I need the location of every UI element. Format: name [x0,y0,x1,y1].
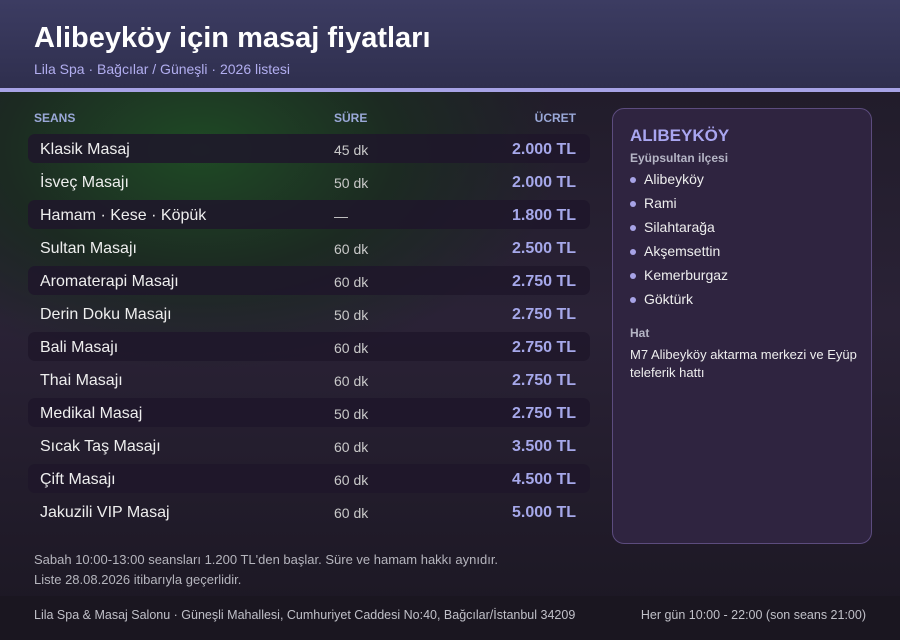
duration: 60 dk [334,274,369,290]
neighborhood: Rami [630,195,677,211]
service-name: Medikal Masaj [40,405,143,422]
duration: — [334,208,348,224]
note: Liste 28.08.2026 itibarıyla geçerlidir. [34,572,242,587]
neighborhood-name: Silahtarağa [644,219,715,235]
duration: 50 dk [334,406,369,422]
neighborhood-name: Akşemsettin [644,243,721,259]
service-name: Klasik Masaj [40,141,130,158]
title: Alibeyköy için masaj fiyatları [34,22,431,54]
panel-title: ALIBEYKÖY [630,126,730,145]
column-header: SÜRE [334,111,368,125]
price: 2.750 TL [511,273,576,290]
bullet [630,201,636,208]
price: 3.500 TL [511,438,576,455]
service-name: Sultan Masajı [40,240,137,257]
price: 2.750 TL [511,372,576,389]
price: 2.750 TL [511,306,576,323]
service-name: Sıcak Taş Masajı [40,438,161,455]
line-text: M7 Alibeyköy aktarma merkezi ve Eyüp tel… [630,347,857,380]
header-rule [0,88,900,92]
duration: 45 dk [334,142,369,158]
neighborhood: Alibeyköy [630,171,704,187]
price: 1.800 TL [511,207,576,224]
table-row: Medikal Masaj 50 dk 2.750 TL [28,398,590,427]
table-row: Sıcak Taş Masajı 60 dk 3.500 TL [28,431,590,460]
neighborhood: Akşemsettin [630,243,720,259]
table-row: Bali Masajı 60 dk 2.750 TL [28,332,590,361]
price: 2.000 TL [511,141,576,158]
duration: 60 dk [334,472,369,488]
address: Lila Spa & Masaj Salonu · Güneşli Mahall… [34,608,576,622]
bullet [630,273,636,280]
service-name: Çift Masajı [40,471,116,488]
bullet [630,297,636,304]
table-row: Derin Doku Masajı 50 dk 2.750 TL [28,299,590,328]
service-name: Bali Masajı [40,339,119,356]
neighborhood-name: Rami [644,195,677,211]
service-name: Derin Doku Masajı [40,306,172,323]
hours: Her gün 10:00 - 22:00 (son seans 21:00) [640,608,866,622]
bullet [630,225,636,232]
neighborhood: Silahtarağa [630,219,715,235]
price: 5.000 TL [511,504,576,521]
price: 2.750 TL [511,339,576,356]
price: 4.500 TL [511,471,576,488]
table-row: Jakuzili VIP Masaj 60 dk 5.000 TL [28,497,590,526]
bullet [630,177,636,184]
duration: 60 dk [334,241,369,257]
subtitle: Lila Spa · Bağcılar / Güneşli · 2026 lis… [34,61,291,77]
district-panel: ALIBEYKÖY Eyüpsultan ilçesi Alibeyköy Ram… [612,108,872,544]
price: 2.500 TL [511,240,576,257]
duration: 60 dk [334,373,369,389]
line-label: Hat [630,326,650,340]
service-name: Hamam · Kese · Köpük [40,207,207,224]
table-row: Thai Masajı 60 dk 2.750 TL [28,365,590,394]
table-row: Aromaterapi Masajı 60 dk 2.750 TL [28,266,590,295]
column-header: ÜCRET [534,111,576,125]
service-name: İsveç Masajı [40,174,129,191]
neighborhood-name: Kemerburgaz [644,267,729,283]
column-header: SEANS [34,111,76,125]
neighborhood-name: Göktürk [644,291,694,307]
table-row: Sultan Masajı 60 dk 2.500 TL [28,233,590,262]
price: 2.750 TL [511,405,576,422]
table-row: Hamam · Kese · Köpük — 1.800 TL [28,200,590,229]
service-name: Aromaterapi Masajı [40,273,179,290]
service-name: Jakuzili VIP Masaj [40,504,170,521]
note: Sabah 10:00-13:00 seansları 1.200 TL'den… [34,552,499,567]
panel-subtitle: Eyüpsultan ilçesi [630,151,729,165]
neighborhood: Kemerburgaz [630,267,728,283]
bullet [630,249,636,256]
service-name: Thai Masajı [40,372,123,389]
duration: 50 dk [334,175,369,191]
duration: 50 dk [334,307,369,323]
footer: Lila Spa & Masaj Salonu · Güneşli Mahall… [0,596,900,640]
table-row: Klasik Masaj 45 dk 2.000 TL [28,134,590,163]
duration: 60 dk [334,439,369,455]
duration: 60 dk [334,340,369,356]
duration: 60 dk [334,505,369,521]
neighborhood-name: Alibeyköy [644,171,704,187]
table-row: İsveç Masajı 50 dk 2.000 TL [28,167,590,196]
header: Alibeyköy için masaj fiyatları Lila Spa … [0,0,900,88]
price: 2.000 TL [511,174,576,191]
neighborhood: Göktürk [630,291,693,307]
table-row: Çift Masajı 60 dk 4.500 TL [28,464,590,493]
